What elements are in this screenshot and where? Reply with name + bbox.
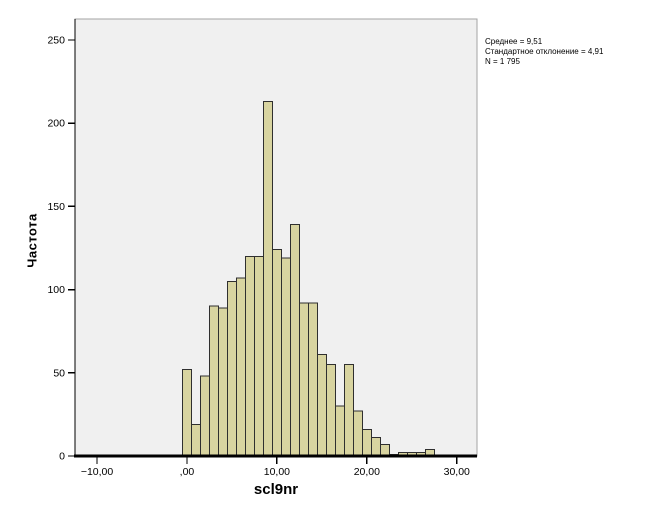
histogram-bar	[325, 364, 336, 457]
histogram-bar	[370, 437, 381, 457]
histogram-bar	[244, 255, 255, 457]
y-tick-label: 200	[47, 118, 65, 130]
histogram-bar	[307, 302, 318, 457]
y-tick-label: 150	[47, 201, 65, 213]
x-tick-label: 30,00	[444, 466, 470, 478]
y-tick-label: 250	[47, 34, 65, 46]
histogram-bar	[200, 375, 210, 457]
stats-annotation: Среднее = 9,51 Стандартное отклонение = …	[485, 37, 603, 67]
x-tick-label: −10,00	[81, 466, 114, 478]
y-tick-label: 100	[47, 284, 65, 296]
x-tick-label: 10,00	[264, 466, 290, 478]
histogram-bar	[235, 277, 246, 457]
histogram-bar	[334, 405, 345, 457]
histogram-bar	[316, 354, 327, 457]
x-tick-label: ,00	[180, 466, 195, 478]
histogram-bar	[191, 423, 201, 457]
histogram-bar	[182, 369, 192, 457]
stat-mean-line: Среднее = 9,51	[485, 37, 543, 46]
histogram-bar	[262, 101, 273, 457]
stat-stddev-line: Стандартное отклонение = 4,91	[485, 47, 604, 56]
x-axis-title: scl9nr	[253, 481, 299, 498]
histogram-bar	[208, 305, 219, 457]
histogram-bar	[289, 224, 300, 457]
y-tick-label: 50	[53, 367, 65, 379]
histogram-bar	[226, 280, 237, 457]
histogram-bar	[298, 302, 309, 457]
x-tick-label: 20,00	[354, 466, 380, 478]
histogram-bar	[271, 249, 282, 457]
histogram-bar	[361, 428, 372, 457]
histogram-bar	[280, 257, 291, 457]
y-tick-label: 0	[59, 451, 65, 463]
histogram-bar	[379, 443, 390, 457]
histogram-bar	[253, 255, 264, 457]
histogram-bar	[217, 307, 228, 457]
stat-n-line: N = 1 795	[485, 57, 520, 66]
histogram-bar	[352, 410, 363, 457]
y-axis-title: Частота	[24, 213, 40, 268]
histogram-bar	[343, 364, 354, 457]
